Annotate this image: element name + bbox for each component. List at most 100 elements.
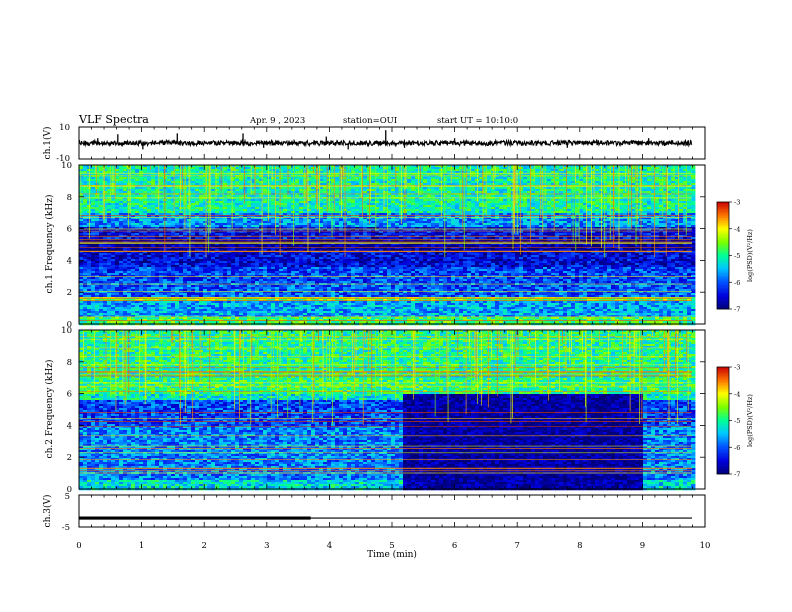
spec-cell [467,209,472,212]
spec-cell [659,203,664,206]
spec-cell [671,207,676,210]
spec-cell [195,221,200,224]
spec-cell [631,203,636,206]
spec-cell [567,189,572,192]
spec-cell [391,195,396,198]
spec-cell [559,179,564,182]
spec-cell [195,217,200,220]
spec-cell [503,181,508,184]
spec-cell [347,205,352,208]
spec-cell [435,203,440,206]
spec-cell [199,207,204,210]
spec-cell [107,171,112,174]
spec-cell [143,215,148,218]
spec-cell [559,225,564,228]
spec-cell [567,213,572,216]
spec-cell [615,213,620,216]
spec-cell [435,201,440,204]
spec-cell [375,169,380,172]
spec-cell [691,221,696,224]
spec-cell [271,171,276,174]
spec-cell [151,167,156,170]
spec-cell [495,177,500,180]
spec-cell [143,207,148,210]
spec-cell [283,223,288,226]
spec-cell [471,185,476,188]
spec-cell [207,209,212,212]
spec-cell [179,207,184,210]
spec-cell [175,217,180,220]
spec-cell [275,179,280,182]
spec-cell [615,179,620,182]
spec-cell [375,183,380,186]
spec-cell [347,221,352,224]
spec-cell [523,171,528,174]
spec-cell [147,189,152,192]
spec-cell [655,181,660,184]
spec-cell [283,211,288,214]
spec-cell [567,195,572,198]
spec-cell [487,167,492,170]
spec-cell [675,209,680,212]
spec-cell [91,219,96,222]
spec-cell [455,209,460,212]
spec-cell [191,185,196,188]
spec-cell [307,177,312,180]
spec-cell [631,167,636,170]
spec-cell [99,205,104,208]
spec-cell [235,217,240,220]
spec-cell [263,203,268,206]
spec-cell [455,187,460,190]
spec-cell [347,209,352,212]
spec-cell [207,205,212,208]
spec-cell [487,213,492,216]
spec-cell [651,211,656,214]
spec-cell [283,177,288,180]
spec-cell [239,167,244,170]
spec-cell [259,177,264,180]
spec-cell [203,223,208,226]
spec-cell [363,169,368,172]
spec-cell [647,177,652,180]
spec-cell [607,165,612,168]
spec-cell [523,199,528,202]
spec-cell [675,189,680,192]
spec-cell [471,219,476,222]
spec-cell [283,175,288,178]
spec-cell [123,207,128,210]
spec-cell [411,217,416,220]
spec-cell [383,223,388,226]
spec-cell [79,221,84,224]
spec-cell [615,201,620,204]
spec-cell [663,173,668,176]
spec-cell [311,177,316,180]
spec-cell [479,217,484,220]
spec-cell [211,209,216,212]
spec-cell [647,179,652,182]
spec-cell [451,203,456,206]
spec-cell [555,185,560,188]
spec-cell [167,199,172,202]
spec-cell [123,209,128,212]
spec-cell [115,205,120,208]
spec-cell [187,215,192,218]
spec-cell [167,165,172,168]
spec-cell [279,201,284,204]
spec-cell [447,187,452,190]
spec-cell [391,171,396,174]
spec-cell [243,213,248,216]
spec-cell [119,179,124,182]
spec-cell [675,201,680,204]
spec-cell [203,169,208,172]
spec-cell [659,175,664,178]
spec-cell [467,201,472,204]
spec-cell [671,211,676,214]
spec-cell [119,211,124,214]
spec-cell [127,227,132,230]
spec-cell [691,193,696,196]
spec-cell [135,199,140,202]
spec-cell [431,219,436,222]
spec-cell [691,197,696,200]
spec-cell [691,219,696,222]
spec-cell [607,225,612,228]
